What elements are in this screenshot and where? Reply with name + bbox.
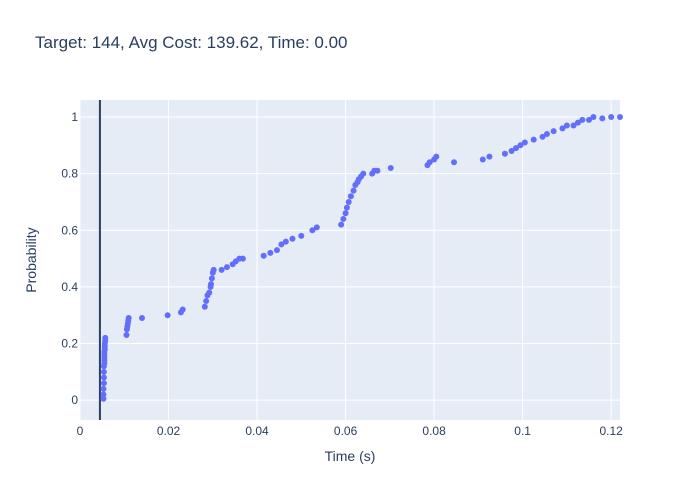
data-point: [617, 113, 623, 120]
data-point: [521, 139, 528, 146]
data-point: [282, 238, 289, 245]
grid-lines: [79, 100, 620, 420]
data-point: [179, 306, 186, 313]
data-point: [138, 315, 145, 322]
data-point: [239, 255, 246, 262]
data-point: [508, 147, 515, 154]
data-point: [210, 266, 217, 273]
data-point: [550, 128, 557, 135]
y-tick-label-0: 0: [71, 393, 78, 407]
data-points: [100, 113, 623, 402]
data-point: [267, 249, 274, 256]
data-point: [479, 156, 486, 163]
data-point: [100, 391, 107, 398]
data-point: [100, 395, 107, 402]
data-point: [345, 198, 352, 205]
data-point: [123, 332, 130, 339]
y-tick-label-3: 0.6: [61, 223, 78, 237]
data-point: [543, 130, 550, 137]
data-point: [100, 385, 107, 392]
x-tick-label-4: 0.08: [422, 424, 446, 438]
data-point: [164, 312, 171, 319]
data-point: [342, 210, 349, 217]
data-point: [340, 215, 347, 222]
data-point: [579, 116, 586, 123]
data-point: [100, 368, 107, 375]
data-point: [208, 275, 215, 282]
data-point: [343, 204, 350, 211]
data-point: [559, 125, 566, 132]
x-axis-ticks: 0 0.02 0.04 0.06 0.08 0.1 0.12: [77, 424, 623, 438]
data-point: [570, 122, 577, 129]
data-point: [208, 281, 215, 288]
data-point: [125, 315, 132, 322]
x-tick-label-3: 0.06: [334, 424, 358, 438]
data-point: [530, 136, 537, 143]
data-point: [289, 235, 296, 242]
data-point: [201, 303, 208, 310]
data-point: [309, 227, 316, 234]
data-point: [387, 164, 394, 171]
x-tick-label-5: 0.1: [514, 424, 531, 438]
data-point: [223, 264, 230, 271]
plot-area: [80, 100, 620, 420]
data-point: [374, 167, 381, 174]
data-point: [563, 122, 570, 129]
y-axis-label: Probability: [23, 227, 39, 292]
data-point: [360, 170, 367, 177]
y-tick-label-2: 0.4: [61, 280, 78, 294]
data-point: [347, 193, 354, 200]
x-tick-label-1: 0.02: [157, 424, 181, 438]
data-point: [426, 159, 433, 166]
data-point: [517, 142, 524, 149]
data-point: [539, 133, 546, 140]
data-point: [338, 221, 345, 228]
data-point: [574, 119, 581, 126]
data-point: [100, 374, 107, 381]
data-point: [313, 224, 320, 231]
data-point: [100, 380, 107, 387]
data-point: [218, 266, 225, 273]
data-point: [350, 187, 357, 194]
x-tick-label-0: 0: [77, 424, 84, 438]
data-point: [260, 252, 267, 259]
x-tick-label-6: 0.12: [599, 424, 623, 438]
data-point: [278, 241, 285, 248]
data-point: [599, 115, 606, 122]
data-point: [586, 116, 593, 123]
data-point: [206, 289, 213, 296]
data-point: [273, 247, 280, 254]
y-axis-ticks: 0 0.2 0.4 0.6 0.8 1: [61, 110, 78, 407]
chart-title: Target: 144, Avg Cost: 139.62, Time: 0.0…: [35, 33, 348, 52]
y-tick-label-4: 0.8: [61, 167, 78, 181]
data-point: [486, 153, 493, 160]
data-point: [501, 150, 508, 157]
data-point: [298, 232, 305, 239]
x-axis-label: Time (s): [325, 448, 376, 464]
y-tick-label-5: 1: [71, 110, 78, 124]
data-point: [590, 113, 597, 120]
data-point: [102, 334, 109, 341]
data-point: [512, 145, 519, 152]
data-point: [203, 298, 210, 305]
data-point: [451, 159, 458, 166]
x-tick-label-2: 0.04: [245, 424, 269, 438]
data-point: [608, 113, 615, 120]
data-point: [433, 153, 440, 160]
y-tick-label-1: 0.2: [61, 337, 78, 351]
